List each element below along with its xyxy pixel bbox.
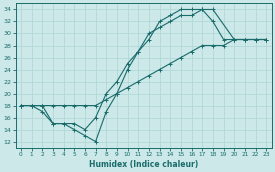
X-axis label: Humidex (Indice chaleur): Humidex (Indice chaleur) <box>89 159 198 169</box>
